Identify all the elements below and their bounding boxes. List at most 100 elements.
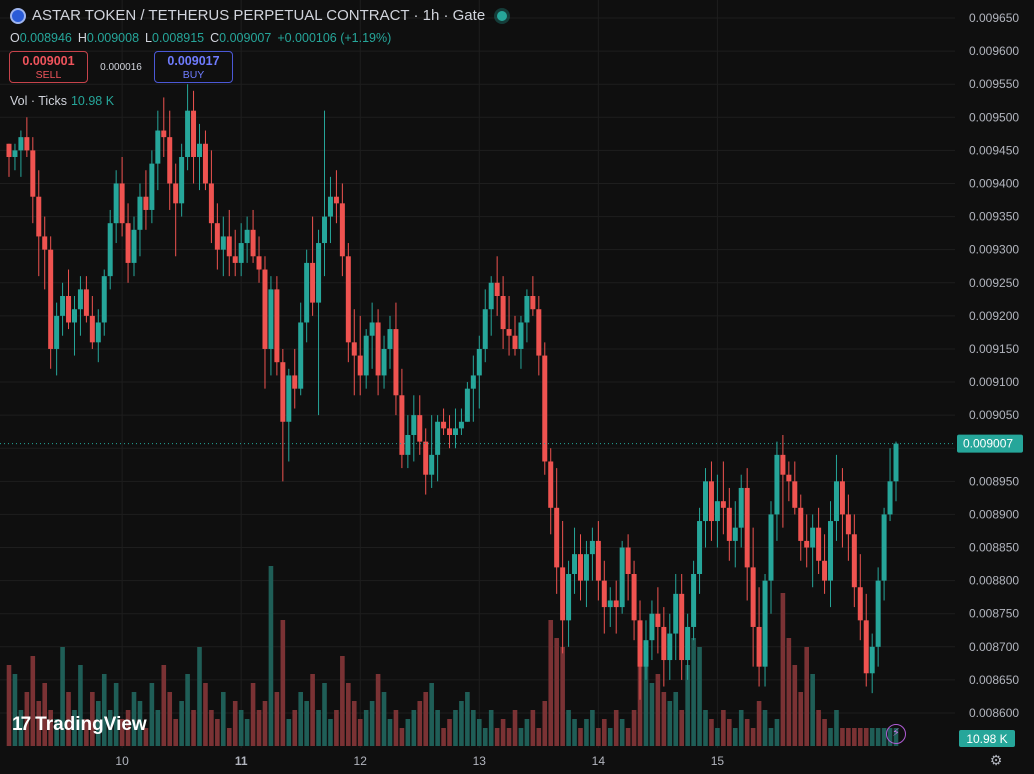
price-tick-label: 0.009350	[969, 210, 1019, 224]
volume-bar	[500, 719, 506, 746]
candle-body	[494, 282, 500, 296]
volume-bar	[607, 728, 613, 746]
candle-body	[143, 196, 149, 210]
volume-bar	[423, 692, 429, 746]
volume-bar	[816, 710, 821, 746]
price-tick-label: 0.009100	[969, 375, 1019, 389]
candle-body	[488, 282, 494, 310]
candle-body	[417, 415, 423, 442]
tradingview-wordmark: TradingView	[35, 714, 147, 735]
volume-bar	[863, 728, 869, 746]
low-value: 0.008915	[152, 31, 205, 45]
volume-bar	[226, 728, 232, 746]
candle-body	[18, 137, 24, 151]
price-tick-label: 0.009550	[969, 77, 1019, 91]
volume-bar	[399, 728, 405, 746]
candle-body	[857, 587, 863, 621]
volume-legend-label: Vol · Ticks	[10, 94, 67, 108]
volume-bar	[417, 701, 423, 746]
volume-bar	[536, 728, 542, 746]
ohlc-legend: O0.008946 H0.009008 L0.008915 C0.009007 …	[10, 31, 391, 45]
open-value: 0.008946	[19, 31, 72, 45]
market-open-dot-icon	[497, 10, 508, 21]
time-axis[interactable]: 10 11 12 13 14 15	[115, 754, 724, 768]
lightning-icon[interactable]: ⚡	[886, 724, 906, 744]
candle-body	[119, 183, 125, 224]
volume-bar	[393, 710, 399, 746]
volume-bar	[250, 683, 256, 746]
candle-body	[274, 289, 280, 363]
candle-body	[720, 501, 726, 508]
candle-body	[441, 421, 447, 429]
volume-bar	[560, 647, 565, 746]
candle-body	[863, 620, 869, 674]
candle-body	[345, 256, 351, 343]
volume-bar	[459, 701, 464, 746]
volume-bar	[161, 665, 167, 746]
candle-body	[42, 236, 48, 250]
candle-body	[506, 329, 512, 336]
candle-body	[524, 296, 530, 323]
volume-bar	[357, 719, 363, 746]
candle-body	[447, 428, 453, 435]
candle-body	[607, 600, 613, 608]
volume-bar	[512, 710, 518, 746]
candle-body	[292, 375, 298, 389]
sell-button[interactable]: 0.009001 SELL	[9, 51, 88, 83]
candle-body	[560, 567, 566, 621]
volume-bar	[215, 719, 220, 746]
volume-bar	[578, 728, 583, 746]
volume-bar	[369, 701, 375, 746]
candle-body	[250, 229, 256, 257]
candle-body	[322, 216, 328, 244]
volume-bar	[298, 692, 303, 746]
candle-body	[89, 315, 95, 343]
volume-legend[interactable]: Vol · Ticks 10.98 K	[10, 94, 114, 108]
candle-body	[744, 487, 750, 568]
candle-body	[226, 236, 232, 257]
buy-button[interactable]: 0.009017 BUY	[154, 51, 233, 83]
volume-bar	[66, 692, 71, 746]
symbol-title[interactable]: ASTAR TOKEN / TETHERUS PERPETUAL CONTRAC…	[32, 7, 486, 24]
volume-bar	[727, 719, 732, 746]
volume-bar	[48, 710, 53, 746]
volume-bar	[786, 638, 792, 746]
candle-body	[12, 150, 18, 157]
volume-bar	[488, 710, 494, 746]
candle-body	[583, 554, 589, 581]
candle-body	[780, 454, 786, 475]
volume-bar	[292, 710, 298, 746]
price-tick-label: 0.009200	[969, 309, 1019, 323]
price-tick-label: 0.008800	[969, 574, 1019, 588]
candle-body	[476, 348, 482, 376]
candle-body	[845, 514, 851, 535]
price-axis[interactable]: 0.009650 0.009600 0.009550 0.009500 0.009450…	[969, 11, 1019, 720]
candle-body	[125, 223, 131, 263]
candle-body	[30, 150, 36, 197]
volume-bar	[179, 701, 184, 746]
candle-body	[768, 514, 774, 581]
candle-body	[542, 355, 548, 462]
sell-label: SELL	[35, 69, 62, 81]
candle-body	[482, 309, 488, 349]
tradingview-logo[interactable]: 17 TradingView	[12, 714, 147, 736]
candlesticks	[6, 84, 899, 700]
price-tick-label: 0.009500	[969, 110, 1019, 124]
volume-bar	[471, 710, 476, 746]
volume-bar	[631, 710, 637, 746]
candle-body	[232, 256, 238, 263]
volume-bar	[435, 710, 440, 746]
candle-body	[173, 183, 179, 204]
candle-body	[411, 415, 417, 435]
volume-bar	[310, 674, 315, 746]
candle-body	[833, 481, 839, 522]
candle-body	[196, 143, 202, 157]
gear-icon[interactable]: ⚙	[989, 752, 1003, 768]
candle-body	[363, 335, 369, 376]
volume-bar	[274, 692, 280, 746]
candle-body	[298, 322, 304, 389]
volume-bar	[203, 683, 208, 746]
volume-bar	[375, 674, 381, 746]
volume-bar	[429, 683, 434, 746]
